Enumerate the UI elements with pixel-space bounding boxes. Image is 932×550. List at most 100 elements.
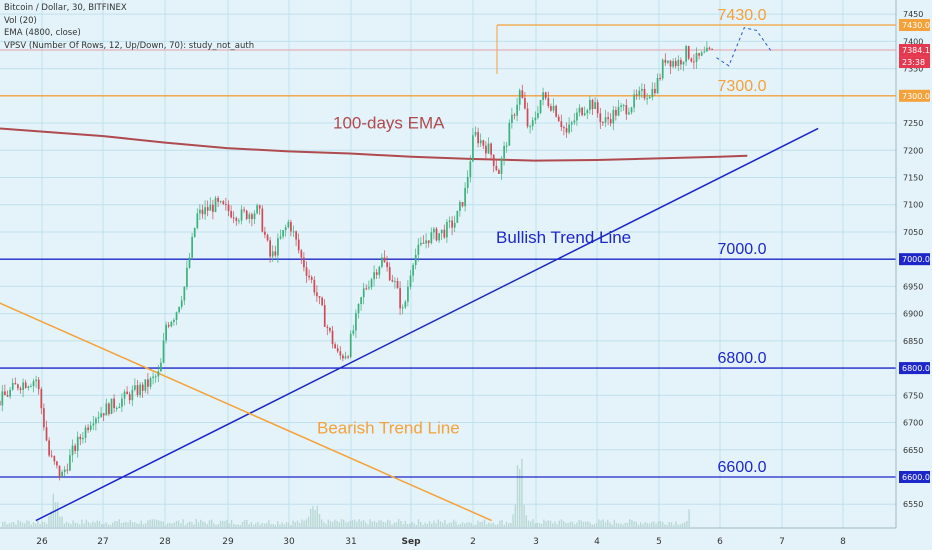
price-tick-label: 6750: [903, 391, 923, 400]
candle-body: [74, 445, 76, 451]
price-tick-label: 6700: [903, 419, 923, 428]
candle-body: [141, 384, 144, 391]
volume-bar: [224, 521, 226, 527]
candle-body: [131, 389, 134, 401]
candle-body: [469, 161, 472, 178]
candle-body: [422, 242, 425, 244]
volume-bar: [525, 515, 527, 527]
volume-bar: [296, 520, 299, 527]
legend-ema[interactable]: EMA (4800, close): [4, 28, 81, 38]
volume-bar: [202, 521, 204, 527]
volume-bar: [292, 520, 294, 527]
volume-bar: [32, 522, 35, 527]
candle-body: [167, 324, 170, 327]
candle-body: [511, 114, 513, 123]
candle-body: [641, 88, 643, 91]
volume-bar: [556, 524, 558, 527]
candle-body: [360, 297, 362, 305]
volume-bar: [131, 522, 134, 527]
chart-annotations: 100-days EMA Bullish Trend Line Bearish Tr…: [317, 113, 631, 437]
candle-body: [594, 102, 596, 109]
candle-body: [513, 114, 516, 116]
candle-body: [269, 240, 271, 257]
time-tick-label: 6: [717, 537, 723, 547]
candle-body: [305, 267, 308, 276]
candle-body: [63, 469, 66, 473]
price-axis[interactable]: 6550660066506700675068006850690069507000…: [895, 0, 932, 550]
candle-body: [300, 250, 303, 258]
volume-bar: [613, 519, 615, 527]
candle-body: [100, 413, 102, 418]
volume-bar: [395, 522, 398, 527]
volume-bar: [545, 521, 547, 527]
candle-body: [461, 202, 464, 207]
volume-bar: [574, 524, 576, 527]
volume-bar: [442, 522, 444, 527]
time-tick-label: 2: [470, 537, 476, 547]
volume-bar: [666, 524, 668, 527]
candle-body: [708, 47, 711, 49]
volume-bar: [593, 524, 596, 527]
candle-body: [542, 92, 544, 101]
volume-bar: [105, 522, 107, 527]
volume-bar: [624, 522, 626, 527]
candle-body: [633, 94, 635, 108]
candle-body: [318, 296, 321, 298]
candle-body: [253, 213, 256, 220]
volume-bar: [532, 519, 534, 527]
volume-bar: [153, 519, 156, 527]
volume-bar: [365, 522, 367, 527]
candle-body: [537, 112, 539, 118]
candle-body: [282, 230, 284, 237]
candle-body: [326, 326, 329, 328]
candle-body: [474, 132, 477, 136]
candle-body: [602, 121, 604, 123]
volume-bar: [191, 522, 193, 527]
volume-bar: [61, 516, 63, 527]
level-label-4: 6600.0: [718, 459, 767, 476]
candle-body: [687, 46, 690, 59]
candle-body: [599, 113, 602, 122]
candle-body: [456, 210, 459, 223]
volume-bar: [98, 521, 101, 527]
legend-vpsv[interactable]: VPSV (Number Of Rows, 12, Up/Down, 70): …: [4, 40, 255, 51]
candle-body: [53, 456, 56, 462]
candle-body: [617, 106, 620, 116]
candle-body: [583, 113, 586, 116]
volume-bar: [589, 522, 591, 527]
volume-bar: [301, 519, 303, 527]
time-axis[interactable]: 26 27 28 29 30 31 Sep 2 3 4 5 6 7 8: [0, 527, 932, 550]
candle-body: [430, 232, 433, 244]
volume-bar: [76, 522, 79, 527]
volume-bar: [173, 522, 175, 527]
volume-bar: [587, 521, 589, 527]
volume-bar: [235, 524, 237, 527]
candle-body: [651, 88, 654, 98]
volume-bar: [382, 521, 384, 527]
candle-body: [560, 121, 563, 128]
volume-bar: [24, 523, 26, 527]
volume-bar: [686, 520, 688, 527]
volume-bar: [393, 522, 395, 527]
volume-bar: [547, 520, 549, 527]
price-badge: [899, 471, 930, 483]
volume-bar: [96, 520, 98, 527]
legend-volume[interactable]: Vol (20): [4, 15, 37, 26]
candle-body: [258, 205, 261, 209]
level-label-0: 7430.0: [718, 7, 767, 24]
volume-bar: [486, 524, 488, 527]
candle-body: [417, 244, 420, 255]
volume-bar: [272, 524, 274, 527]
volume-bar: [640, 522, 642, 527]
volume-bar: [629, 519, 631, 527]
legend-symbol[interactable]: Bitcoin / Dollar, 30, BITFINEX: [4, 3, 127, 13]
volume-bar: [560, 519, 563, 527]
candle-body: [24, 382, 27, 389]
volume-bar: [578, 520, 580, 527]
volume-bar: [349, 520, 351, 527]
candle-body: [479, 140, 482, 144]
volume-bar: [303, 520, 305, 527]
volume-bar: [428, 521, 431, 527]
candle-body: [448, 220, 451, 222]
